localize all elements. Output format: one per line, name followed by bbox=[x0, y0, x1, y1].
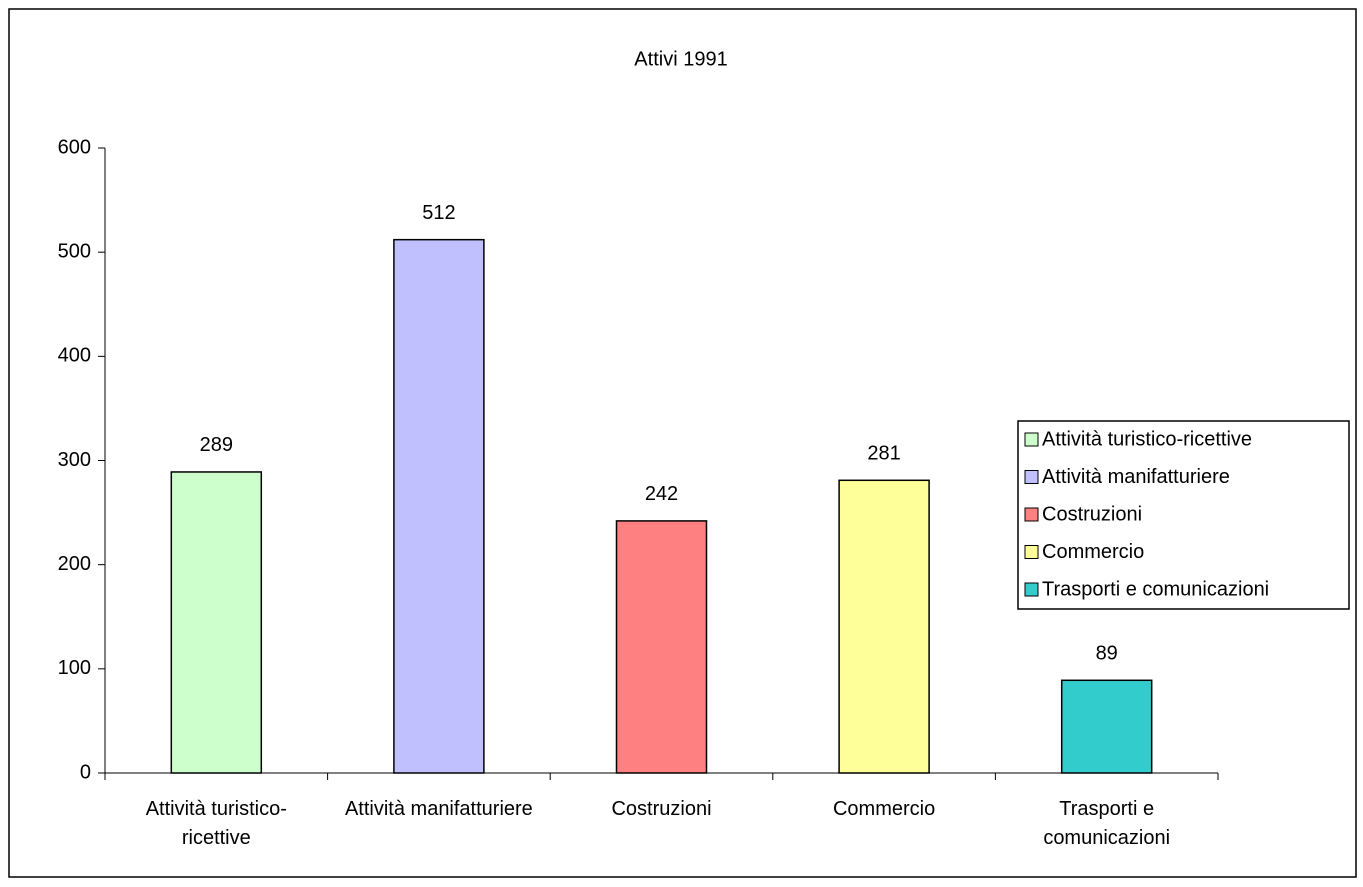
y-tick-label: 300 bbox=[58, 449, 91, 471]
x-tick-label-box: Commercio bbox=[832, 798, 936, 820]
legend-label: Attività manifatturiere bbox=[1042, 466, 1230, 488]
y-tick-label: 0 bbox=[80, 761, 91, 783]
y-tick-label: 100 bbox=[58, 657, 91, 679]
bar bbox=[838, 479, 930, 774]
data-label: 242 bbox=[645, 483, 678, 505]
legend-swatch bbox=[1024, 507, 1039, 522]
x-tick-label-box: Costruzioni bbox=[611, 798, 712, 820]
x-tick-label-box: Attività turistico-ricettive bbox=[145, 798, 287, 849]
data-label: 89 bbox=[1096, 643, 1118, 665]
x-tick-label: Attività turistico-ricettive bbox=[145, 798, 287, 849]
legend-label: Trasporti e comunicazioni bbox=[1042, 578, 1269, 600]
y-tick-label: 600 bbox=[58, 136, 91, 158]
legend-swatch bbox=[1024, 470, 1039, 484]
data-label: 281 bbox=[867, 443, 900, 465]
x-tick-label: Trasporti e comunicazioni bbox=[1043, 798, 1171, 849]
x-tick-label-box: Trasporti e comunicazioni bbox=[1043, 798, 1171, 849]
data-label: 512 bbox=[422, 202, 455, 224]
x-tick-label-box: Attività manifatturiere bbox=[344, 798, 533, 820]
x-tick-label: Commercio bbox=[832, 798, 936, 820]
legend-label: Attività turistico-ricettive bbox=[1042, 428, 1252, 450]
bar bbox=[393, 238, 485, 774]
x-tick-label: Costruzioni bbox=[611, 798, 712, 820]
bar bbox=[1060, 679, 1153, 774]
legend-label: Costruzioni bbox=[1042, 503, 1142, 525]
data-label: 289 bbox=[200, 434, 233, 456]
legend-swatch bbox=[1024, 582, 1039, 597]
chart-title: Attivi 1991 bbox=[634, 48, 727, 70]
bar bbox=[615, 520, 708, 774]
y-tick-label: 400 bbox=[58, 345, 91, 367]
bar bbox=[170, 471, 263, 774]
legend-label: Commercio bbox=[1042, 541, 1144, 563]
y-tick-label: 200 bbox=[58, 553, 91, 575]
legend-swatch bbox=[1024, 432, 1039, 447]
legend-swatch bbox=[1024, 545, 1039, 559]
y-tick-label: 500 bbox=[58, 240, 91, 262]
legend-box bbox=[1017, 420, 1350, 610]
x-tick-label: Attività manifatturiere bbox=[344, 798, 533, 820]
